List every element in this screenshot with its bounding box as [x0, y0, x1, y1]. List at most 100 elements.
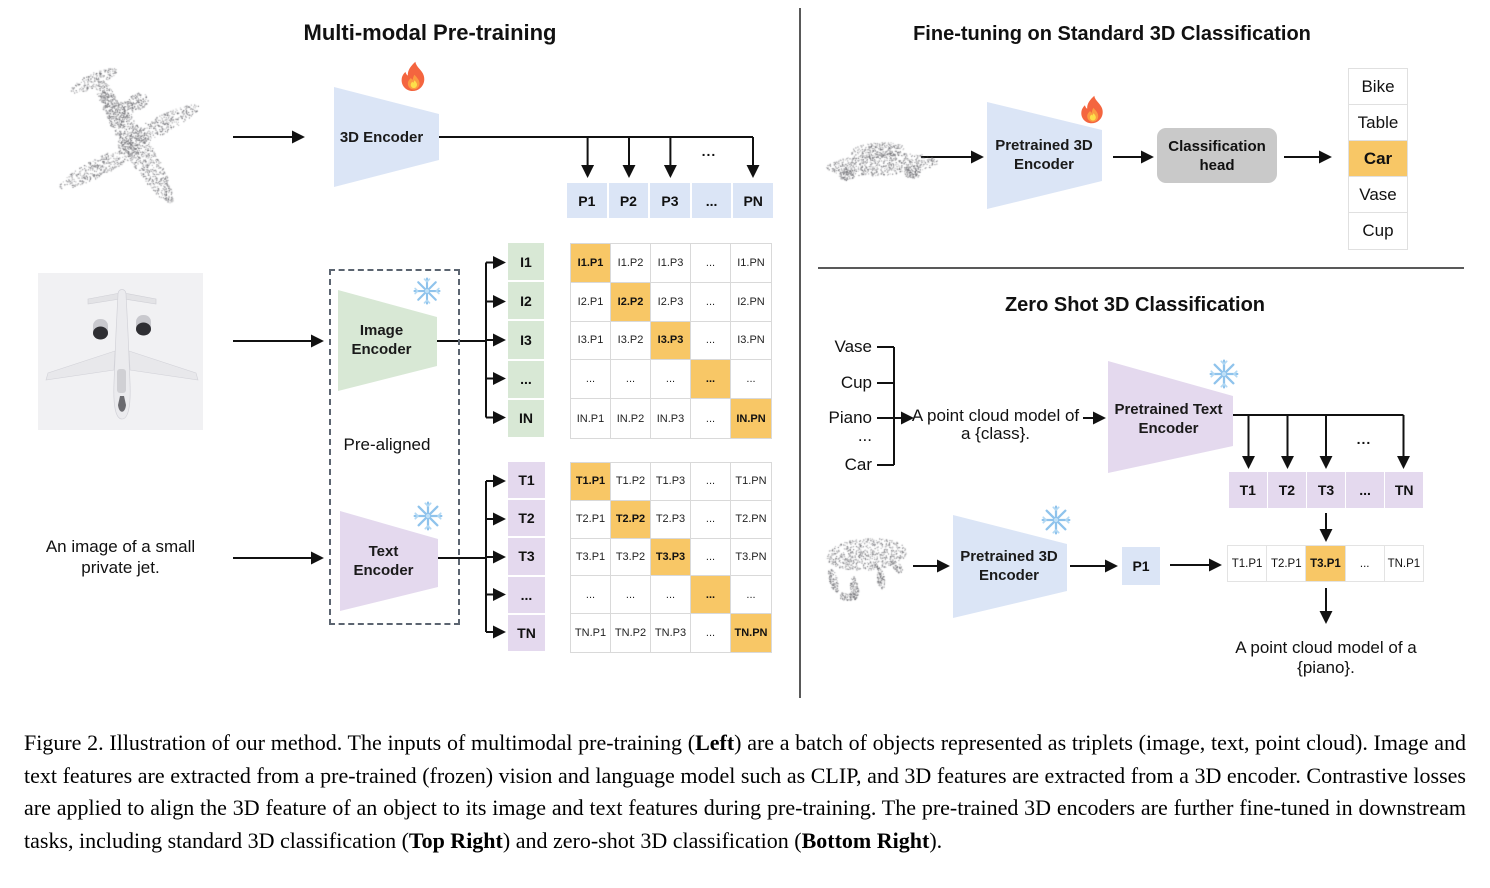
text-similarity-cell: ...: [691, 614, 731, 652]
text-similarity-cell: T2.P3: [651, 500, 691, 539]
caption-bold-segment: Bottom Right: [801, 827, 930, 853]
image-similarity-cell: IN.P3: [651, 399, 691, 438]
text-similarity-cell: ...: [731, 576, 771, 615]
text-feature-cell: T3: [508, 538, 545, 575]
classification-head-box: Classification head: [1157, 128, 1277, 183]
text-similarity-cell: TN.P3: [651, 614, 691, 652]
p-feature-row: P1 P2 P3... PN: [567, 183, 773, 218]
car-point-cloud: [822, 128, 942, 190]
zeroshot-similarity-row: T1.P1 T2.P1 T3.P1... TN.P1: [1227, 545, 1424, 582]
text-encoder-label: Text Encoder: [353, 543, 414, 579]
text-point-similarity-matrix: T1.P1 T1.P2 T1.P3... T1.PN T2.P1 T2.P2 T2.P3..…: [570, 462, 772, 653]
snowflake-icon: [1209, 359, 1239, 389]
p-feature-cell: P2: [608, 183, 649, 218]
text-similarity-cell: ...: [691, 538, 731, 577]
image-similarity-cell: I1.P1: [571, 244, 611, 283]
caption-segment: ) are a batch of objects represented as …: [24, 730, 1466, 853]
fire-icon: [401, 61, 425, 91]
ellipsis-label: ...: [701, 143, 717, 159]
p-feature-cell: ...: [691, 183, 732, 218]
zeroshot-text-feature-row: T1 T2 T3... TN: [1229, 472, 1423, 508]
zeroshot-text-cell: TN: [1385, 472, 1423, 508]
text-similarity-cell: ...: [691, 463, 731, 501]
p-feature-cell: PN: [733, 183, 773, 218]
image-feature-cell: ...: [508, 360, 544, 398]
image-feature-cell: I2: [508, 282, 544, 320]
text-similarity-cell: T3.P3: [651, 538, 691, 577]
connector-arrows: [233, 130, 1410, 639]
text-similarity-cell: ...: [691, 500, 731, 539]
image-similarity-cell: I3.PN: [731, 321, 771, 361]
caption-segment: ) and zero-shot 3D classification (: [502, 827, 802, 853]
class-item: Vase: [1349, 177, 1407, 213]
ellipsis-label: ...: [1356, 431, 1372, 447]
zeroshot-similarity-cell: T1.P1: [1227, 545, 1268, 582]
airplane-image: [38, 273, 203, 430]
zeroshot-class-item: ...: [857, 426, 872, 445]
image-similarity-cell: I2.P3: [651, 282, 691, 322]
image-similarity-cell: ...: [611, 360, 651, 400]
classification-result-list: Bike Table Car Vase Cup: [1348, 68, 1408, 250]
zeroshot-class-item: Vase: [834, 337, 873, 356]
pretrained-3d-encoder-bottom-label: Pretrained 3D Encoder: [960, 548, 1058, 584]
image-similarity-cell: I3.P1: [571, 321, 611, 361]
text-similarity-cell: TN.P1: [571, 614, 611, 652]
class-item: Car: [1349, 141, 1407, 177]
image-point-similarity-matrix: I1.P1 I1.P2 I1.P3... I1.PN I2.P1 I2.P2 I2.P3..…: [570, 243, 772, 439]
caption-bold-segment: Left: [695, 730, 735, 755]
image-similarity-cell: I1.P3: [651, 244, 691, 283]
pre-aligned-label: Pre-aligned: [343, 435, 431, 454]
text-similarity-cell: T3.P1: [571, 538, 611, 577]
image-similarity-cell: I3.P3: [651, 321, 691, 361]
image-similarity-cell: ...: [691, 244, 731, 283]
image-feature-cell: IN: [508, 399, 544, 437]
section-divider: [799, 8, 1464, 698]
zeroshot-text-cell: T2: [1268, 472, 1306, 508]
text-similarity-cell: T2.P2: [611, 500, 651, 539]
fire-icon: [1081, 95, 1103, 124]
class-item: Cup: [1349, 213, 1407, 249]
text-feature-cell: T1: [508, 462, 545, 499]
zeroshot-section-title: Zero Shot 3D Classification: [1004, 294, 1266, 316]
class-item: Table: [1349, 105, 1407, 141]
text-feature-cell: TN: [508, 614, 545, 651]
image-similarity-cell: ...: [691, 321, 731, 361]
text-feature-cell: ...: [508, 576, 545, 613]
text-similarity-cell: TN.P2: [611, 614, 651, 652]
pretrained-3d-encoder-label: Pretrained 3D Encoder: [995, 137, 1093, 173]
finetune-section-title: Fine-tuning on Standard 3D Classificatio…: [913, 23, 1311, 45]
image-similarity-cell: ...: [571, 360, 611, 400]
text-similarity-cell: T1.PN: [731, 463, 771, 501]
image-similarity-cell: ...: [691, 360, 731, 400]
zeroshot-similarity-cell: T3.P1: [1305, 545, 1346, 582]
zeroshot-similarity-cell: T2.P1: [1266, 545, 1307, 582]
text-similarity-cell: T3.PN: [731, 538, 771, 577]
pretrained-text-encoder-label: Pretrained Text Encoder: [1114, 401, 1223, 437]
zeroshot-class-item: Cup: [840, 373, 872, 392]
image-encoder-shape: [338, 290, 437, 391]
zeroshot-similarity-cell: ...: [1344, 545, 1385, 582]
pre-aligned-dashed-box: [329, 269, 460, 625]
zeroshot-similarity-cell: TN.P1: [1383, 545, 1424, 582]
zeroshot-text-cell: T3: [1307, 472, 1345, 508]
encoder-3d-label: 3D Encoder: [339, 129, 424, 146]
zeroshot-text-cell: T1: [1229, 472, 1267, 508]
text-feature-column: T1 T2 T3... TN: [508, 462, 545, 651]
image-feature-cell: I1: [508, 243, 544, 281]
encoder-3d-shape: [334, 87, 439, 187]
pretrained-3d-encoder-bottom-shape: [953, 515, 1067, 618]
image-similarity-cell: I1.PN: [731, 244, 771, 283]
airplane-point-cloud: [36, 50, 208, 218]
image-similarity-cell: ...: [731, 360, 771, 400]
zeroshot-text-cell: ...: [1346, 472, 1384, 508]
left-section-title: Multi-modal Pre-training: [303, 20, 557, 45]
caption-segment: Figure 2. Illustration of our method. Th…: [24, 730, 696, 755]
text-similarity-cell: T3.P2: [611, 538, 651, 577]
pretrained-text-encoder-shape: [1108, 361, 1233, 473]
p-feature-cell: P3: [650, 183, 690, 218]
text-similarity-cell: T2.PN: [731, 500, 771, 539]
text-similarity-cell: T1.P3: [651, 463, 691, 501]
image-similarity-cell: IN.PN: [731, 399, 771, 438]
figure-caption: Figure 2. Illustration of our method. Th…: [24, 727, 1466, 857]
image-feature-column: I1 I2 I3... IN: [508, 243, 544, 437]
